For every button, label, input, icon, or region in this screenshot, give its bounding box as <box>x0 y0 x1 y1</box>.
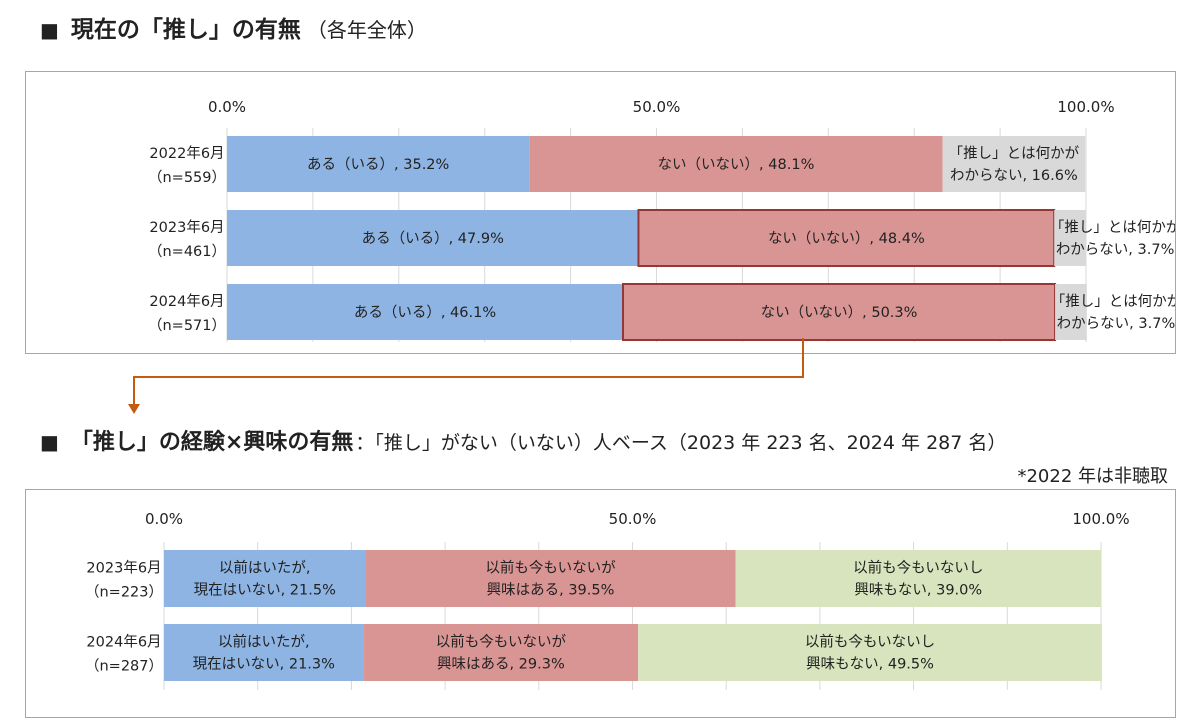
data-label: 以前も今もいないし <box>805 634 935 651</box>
section2-subtitle: ：「推し」がない（いない）人ベース（2023 年 223 名、2024 年 28… <box>355 432 1007 454</box>
bar-segment <box>227 284 623 340</box>
category-label: 2022年6月 <box>149 145 224 162</box>
data-label: 以前も今もいないし <box>853 560 983 577</box>
data-label: 以前も今もいないが <box>436 634 567 651</box>
category-label: （n=571） <box>148 317 226 334</box>
bar-segment <box>529 136 943 192</box>
data-label: わからない, 3.7% <box>1056 241 1175 258</box>
data-label: 興味はある, 39.5% <box>487 582 615 599</box>
bar-segment <box>1055 284 1087 340</box>
data-label: 以前はいたが, <box>219 560 311 577</box>
connector-arrowhead <box>128 404 140 414</box>
data-label: ある（いる）, 35.2% <box>307 156 449 173</box>
x-tick-label: 0.0% <box>208 98 246 116</box>
bar-segment <box>227 136 530 192</box>
x-tick-label: 100.0% <box>1072 510 1129 528</box>
category-label: （n=223） <box>85 584 163 601</box>
data-label: 興味はある, 29.3% <box>437 656 565 673</box>
bar-segment <box>637 209 1056 267</box>
data-label: 「推し」とは何かが <box>1050 219 1175 236</box>
chart1-panel: 0.0% 50.0% 100.0% 2022年6月 （n=559） 2023年6月 （n=4… <box>25 71 1176 354</box>
section1-marker: ■ <box>40 18 59 42</box>
section2-marker: ■ <box>40 430 59 454</box>
bar-segment <box>164 550 366 607</box>
x-tick-label: 100.0% <box>1057 98 1114 116</box>
data-label: ある（いる）, 47.9% <box>362 230 504 247</box>
data-label: 現在はいない, 21.5% <box>194 582 336 599</box>
data-label: 「推し」とは何かが <box>1051 293 1175 310</box>
data-label: ない（いない）, 48.4% <box>768 230 925 247</box>
data-label: ある（いる）, 46.1% <box>354 304 496 321</box>
data-label: 興味もない, 49.5% <box>806 656 934 673</box>
category-label: 2024年6月 <box>86 634 161 651</box>
x-tick-label: 50.0% <box>609 510 657 528</box>
bar-segment <box>735 550 1101 607</box>
chart2-svg: 0.0% 50.0% 100.0% 2023年6月 （n=223） 2024年6月 （n=2… <box>85 510 1130 690</box>
category-label: （n=461） <box>148 243 226 260</box>
category-label: （n=559） <box>148 169 226 186</box>
bar-segment <box>1054 210 1086 266</box>
bar-segment <box>638 624 1102 681</box>
section1-heading: ■ 現在の「推し」の有無 （各年全体） <box>40 10 427 44</box>
x-tick-label: 50.0% <box>633 98 681 116</box>
bar-segment <box>363 624 639 681</box>
section1-title: 現在の「推し」の有無 <box>70 17 301 43</box>
category-label: 2024年6月 <box>149 293 224 310</box>
data-label: 以前はいたが, <box>218 634 310 651</box>
category-label: （n=287） <box>85 658 163 675</box>
bar-segment <box>365 550 736 607</box>
data-label: わからない, 3.7% <box>1057 315 1175 332</box>
section2-note: *2022 年は非聴取 <box>1017 466 1168 487</box>
x-tick-label: 0.0% <box>145 510 183 528</box>
category-label: 2023年6月 <box>149 219 224 236</box>
section2-heading: ■ 「推し」の経験×興味の有無 ：「推し」がない（いない）人ベース（2023 年 2… <box>40 424 1006 456</box>
section1-subtitle: （各年全体） <box>306 18 427 42</box>
bar-segment <box>942 136 1086 192</box>
data-label: 現在はいない, 21.3% <box>193 656 335 673</box>
chart1-svg: 0.0% 50.0% 100.0% 2022年6月 （n=559） 2023年6月 （n=4… <box>148 98 1175 342</box>
data-label: 「推し」とは何かが <box>949 145 1080 162</box>
connector-line <box>133 338 804 405</box>
data-label: ない（いない）, 50.3% <box>761 304 918 321</box>
bar-segment <box>227 210 639 266</box>
data-label: わからない, 16.6% <box>950 167 1078 184</box>
data-label: 以前も今もいないが <box>485 560 616 577</box>
section2-title: 「推し」の経験×興味の有無 <box>70 430 354 455</box>
bar-segment <box>621 283 1057 341</box>
bar-segment <box>164 624 364 681</box>
chart2-panel: 0.0% 50.0% 100.0% 2023年6月 （n=223） 2024年6月 （n=2… <box>25 489 1176 718</box>
data-label: ない（いない）, 48.1% <box>658 156 815 173</box>
data-label: 興味もない, 39.0% <box>854 582 982 599</box>
category-label: 2023年6月 <box>86 560 161 577</box>
